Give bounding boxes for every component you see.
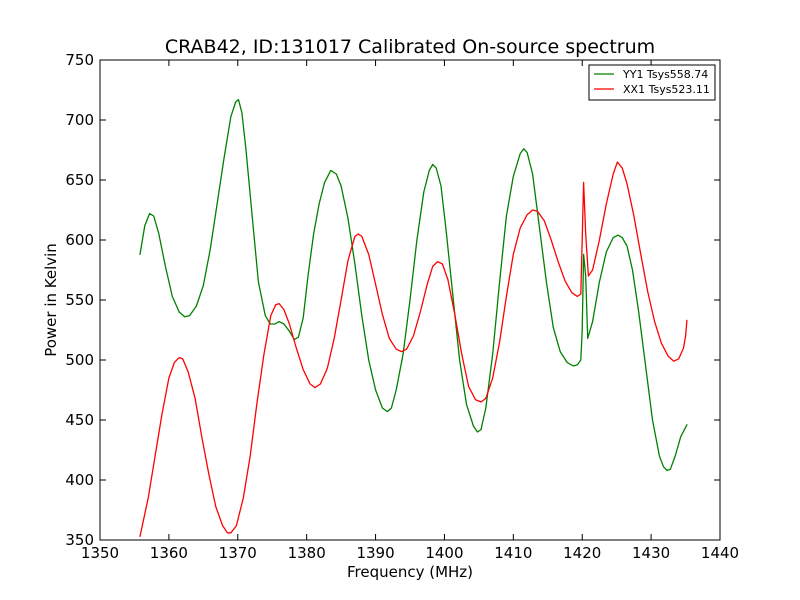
y-tick-label-550: 550 bbox=[65, 291, 94, 309]
x-tick-label-1350: 1350 bbox=[81, 544, 119, 562]
chart-title: CRAB42, ID:131017 Calibrated On-source s… bbox=[165, 36, 655, 58]
x-tick-label-1420: 1420 bbox=[563, 544, 601, 562]
x-tick-label-1390: 1390 bbox=[356, 544, 394, 562]
y-tick-label-500: 500 bbox=[65, 351, 94, 369]
x-tick-label-1360: 1360 bbox=[150, 544, 188, 562]
x-tick-label-1430: 1430 bbox=[632, 544, 670, 562]
y-axis-label: Power in Kelvin bbox=[42, 243, 60, 357]
legend-label-yy1: YY1 Tsys558.74 bbox=[622, 68, 708, 81]
y-tick-label-400: 400 bbox=[65, 471, 94, 489]
legend-box bbox=[588, 64, 716, 101]
y-tick-label-700: 700 bbox=[65, 111, 94, 129]
x-axis: 1350 1360 1370 1380 1390 1400 1410 1420 1430 1440 bbox=[81, 60, 739, 562]
series-line-yy1 bbox=[139, 98, 688, 472]
y-axis: 350 400 450 500 550 600 650 700 750 bbox=[65, 51, 720, 549]
x-tick-label-1440: 1440 bbox=[701, 544, 739, 562]
legend-label-xx1: XX1 Tsys523.11 bbox=[623, 83, 710, 96]
y-tick-label-600: 600 bbox=[65, 231, 94, 249]
y-tick-label-750: 750 bbox=[65, 51, 94, 69]
x-tick-label-1410: 1410 bbox=[494, 544, 532, 562]
plot-series bbox=[139, 98, 688, 538]
y-tick-label-650: 650 bbox=[65, 171, 94, 189]
y-tick-label-450: 450 bbox=[65, 411, 94, 429]
x-tick-label-1400: 1400 bbox=[425, 544, 463, 562]
x-tick-label-1370: 1370 bbox=[219, 544, 257, 562]
series-line-xx1 bbox=[139, 161, 688, 538]
x-axis-label: Frequency (MHz) bbox=[347, 563, 473, 581]
y-tick-label-350: 350 bbox=[65, 531, 94, 549]
legend: YY1 Tsys558.74 XX1 Tsys523.11 bbox=[588, 64, 716, 101]
x-tick-label-1380: 1380 bbox=[288, 544, 326, 562]
